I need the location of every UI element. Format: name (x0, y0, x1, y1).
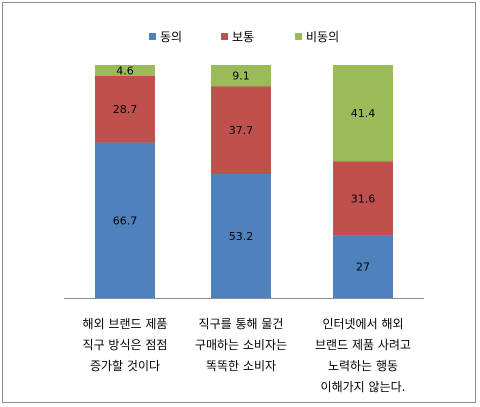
bar-segment-3-3 (333, 65, 393, 162)
bar-segment-1-1 (95, 142, 155, 298)
category-label-line: 해외 브랜드 제품 (83, 317, 168, 331)
value-label-3-2: 31.6 (351, 192, 376, 205)
legend: 동의 보통 비동의 (149, 30, 339, 44)
bar-segment-1-3 (95, 65, 155, 76)
bar-segment-3-2 (333, 161, 393, 236)
value-label-3-1: 27 (356, 261, 370, 274)
value-label-2-1: 53.2 (229, 230, 254, 243)
value-label-1-3: 4.6 (116, 64, 134, 77)
category-label-line: 이해가지 않는다. (321, 380, 406, 394)
category-label-line: 브랜드 제품 사려고 (315, 338, 411, 352)
bar-segment-3-1 (333, 235, 393, 298)
value-label-2-3: 9.1 (232, 70, 250, 83)
bar-segment-2-2 (211, 86, 271, 175)
legend-label-3: 비동의 (306, 30, 339, 44)
value-label-3-3: 41.4 (351, 107, 376, 120)
bar-segment-2-1 (211, 174, 271, 298)
category-label-line: 인터넷에서 해외 (322, 317, 403, 331)
bar-segment-2-3 (211, 65, 271, 87)
legend-swatch-3 (295, 33, 302, 40)
legend-swatch-1 (149, 33, 156, 40)
bars (95, 65, 393, 298)
value-label-1-2: 28.7 (113, 103, 138, 116)
legend-swatch-2 (221, 33, 228, 40)
legend-label-1: 동의 (160, 30, 182, 44)
category-label-line: 직구 방식은 점점 (83, 338, 168, 352)
value-label-2-2: 37.7 (229, 124, 254, 137)
legend-label-2: 보통 (232, 30, 254, 44)
value-labels: 66.7 28.7 4.6 53.2 37.7 9.1 27 31.6 41.4 (113, 64, 376, 273)
value-label-1-1: 66.7 (113, 214, 138, 227)
category-label-line: 구매하는 소비자는 (195, 338, 287, 352)
category-label-line: 똑똑한 소비자 (206, 359, 276, 373)
category-label-line: 직구를 통해 물건 (199, 317, 284, 331)
bar-segment-1-2 (95, 75, 155, 143)
category-label-line: 증가할 것이다 (90, 359, 160, 373)
category-label-line: 노력하는 행동 (328, 358, 398, 373)
